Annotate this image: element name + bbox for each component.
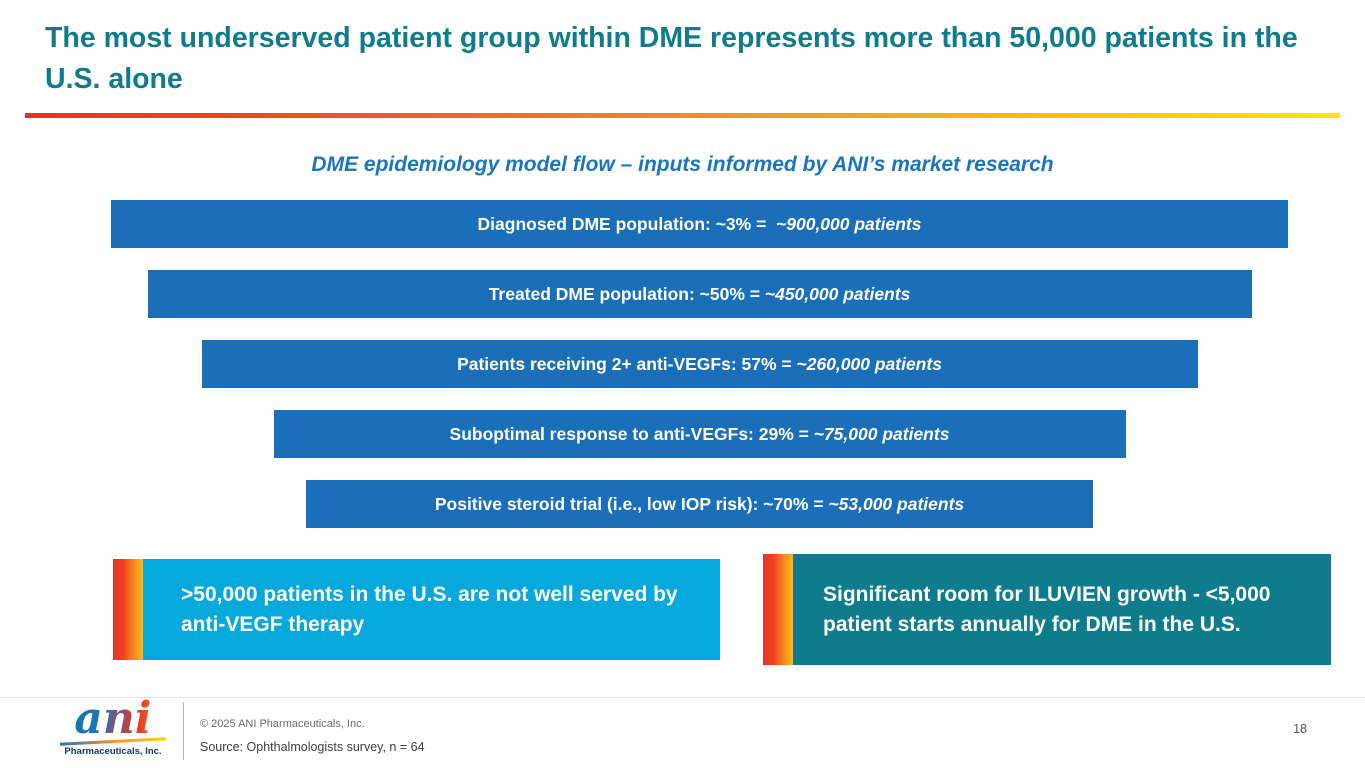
page-number: 18 [1293,722,1307,736]
funnel-bar-value: ~450,000 patients [760,283,911,304]
funnel-bar-label: Suboptimal response to anti-VEGFs: 29% = [449,423,809,444]
callout-iluvien-growth: Significant room for ILUVIEN growth - <5… [763,554,1331,665]
funnel-chart: Diagnosed DME population: ~3% = ~900,000… [17,200,1365,550]
funnel-subtitle: DME epidemiology model flow – inputs inf… [311,153,1054,176]
funnel-bar-treated: Treated DME population: ~50% = ~450,000 … [147,270,1252,318]
funnel-bar-diagnosed: Diagnosed DME population: ~3% = ~900,000… [111,200,1288,248]
funnel-bar-label: Treated DME population: ~50% = [488,283,760,304]
callout-underserved-patients: >50,000 patients in the U.S. are not wel… [113,559,720,660]
funnel-bar-label: Positive steroid trial (i.e., low IOP ri… [434,493,824,514]
funnel-bar-value: ~53,000 patients [823,493,965,514]
funnel-bar-value: ~260,000 patients [791,353,942,374]
funnel-bar-label: Patients receiving 2+ anti-VEGFs: 57% = [457,353,792,374]
title-accent-rule [25,113,1340,118]
footer-divider [183,702,184,760]
slide-title: The most underserved patient group withi… [45,22,1298,96]
funnel-bar-label: Diagnosed DME population: ~3% = [477,213,767,234]
callout-accent-stripe [113,559,143,660]
funnel-bar-suboptimal-response: Suboptimal response to anti-VEGFs: 29% =… [273,410,1126,458]
callout-underserved-text: >50,000 patients in the U.S. are not wel… [181,583,678,636]
footer-top-rule [0,697,1365,698]
callout-iluvien-text: Significant room for ILUVIEN growth - <5… [823,583,1271,636]
funnel-bar-value: ~75,000 patients [808,423,950,444]
logo-wordmark: ani [46,697,180,741]
funnel-bar-value: ~900,000 patients [766,213,922,234]
funnel-bar-positive-steroid-trial: Positive steroid trial (i.e., low IOP ri… [306,480,1093,528]
funnel-bar-antivegf-2plus: Patients receiving 2+ anti-VEGFs: 57% = … [201,340,1198,388]
ani-pharmaceuticals-logo: ani Pharmaceuticals, Inc. [46,697,180,757]
copyright-text: © 2025 ANI Pharmaceuticals, Inc. [200,718,365,730]
source-text: Source: Ophthalmologists survey, n = 64 [200,740,425,754]
logo-subtext: Pharmaceuticals, Inc. [64,745,162,757]
callout-accent-stripe [763,554,793,665]
